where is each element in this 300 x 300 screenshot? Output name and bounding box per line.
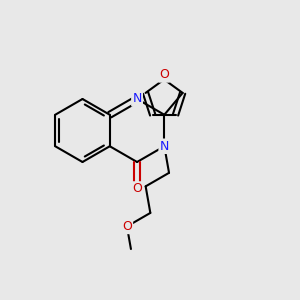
Text: O: O — [132, 182, 142, 196]
Text: N: N — [160, 140, 169, 153]
Text: O: O — [159, 68, 169, 81]
Text: N: N — [132, 92, 142, 106]
Text: O: O — [122, 220, 132, 233]
